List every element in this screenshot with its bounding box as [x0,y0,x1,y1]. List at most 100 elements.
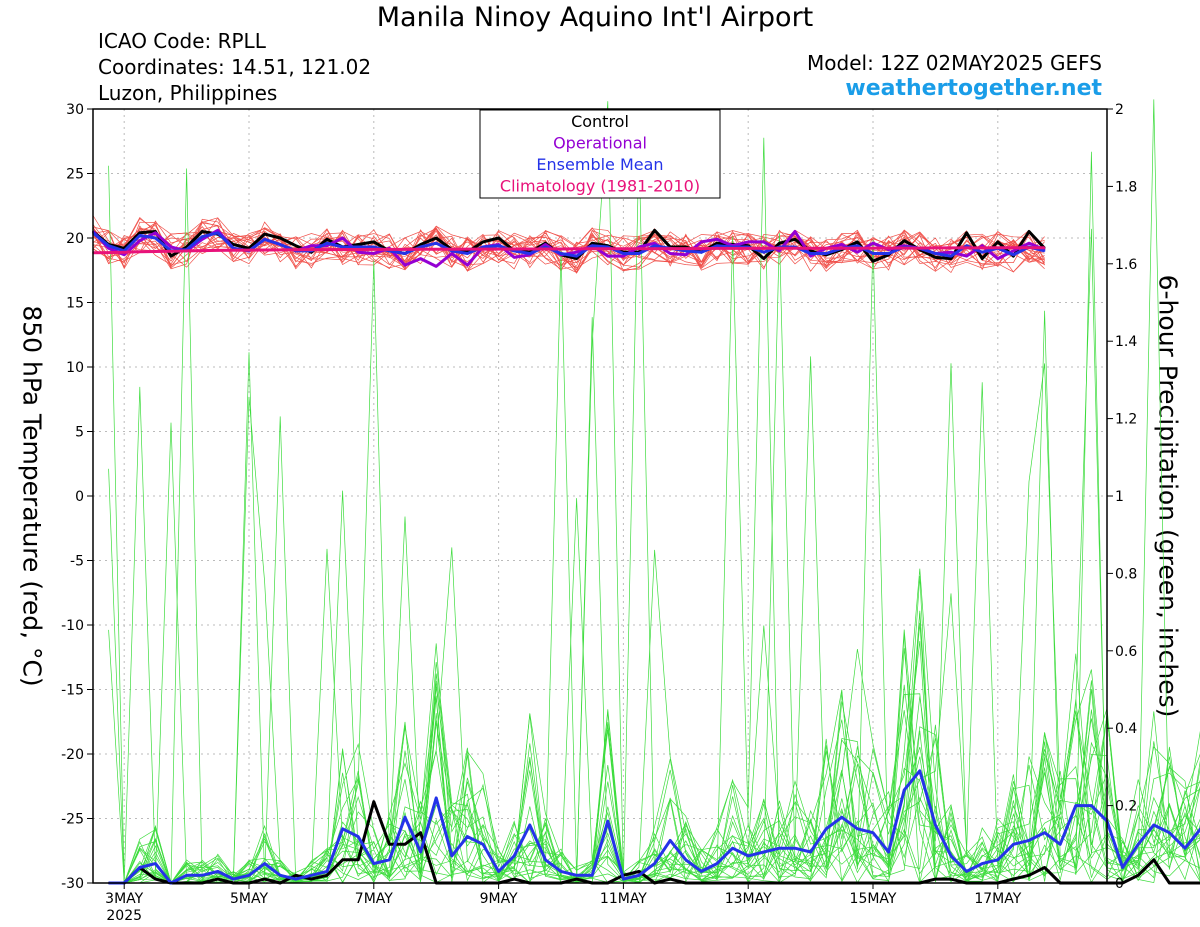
precip-control-point [1043,866,1046,869]
temp-member-line [92,225,1045,274]
precip-ensemble-mean-point [1153,824,1155,826]
temp-control-point [139,232,141,234]
temp-climatology-1981-2010-point [856,247,859,249]
temp-ensemble-mean-point [653,244,656,247]
temp-control-point [934,256,937,259]
temp-climatology-1981-2010-point [326,248,328,251]
temp-operational-point [965,255,968,257]
temp-control-point [591,242,593,244]
precip-control-point [310,878,313,880]
y2-tick-label: 0.4 [1115,721,1137,737]
temp-ensemble-mean-point [482,246,484,248]
x-tick-label: 11MAY [600,891,647,907]
temp-climatology-1981-2010-point [513,248,515,250]
temp-climatology-1981-2010-point [887,247,890,249]
temp-control-point [170,255,172,257]
precip-ensemble-mean-point [1121,866,1124,869]
legend-box [479,109,721,199]
temp-operational-point [763,241,765,243]
temp-climatology-1981-2010-point [357,248,360,251]
temp-operational-point [669,252,671,255]
temp-operational-point [794,230,796,233]
icao-code: ICAO Code: RPLL [98,29,266,53]
precip-control-point [263,878,266,880]
precip-ensemble-mean-point [497,870,500,873]
temp-climatology-1981-2010-point [841,247,843,249]
temp-climatology-1981-2010-point [591,248,593,250]
y2-tick-label: 0.6 [1115,644,1137,660]
y2-tick-label: 1.8 [1115,179,1137,195]
temp-control-point [794,238,796,241]
y-tick-label: 0 [75,489,84,505]
temp-operational-point [778,250,781,252]
precip-member-line [108,634,1200,884]
temp-member-line [92,217,1045,274]
precip-ensemble-mean-point [825,828,827,830]
temp-climatology-1981-2010-point [809,247,812,250]
temp-operational-point [326,244,328,247]
precip-control-point [934,878,937,880]
temp-ensemble-mean-point [981,251,983,253]
temp-operational-point [653,242,656,244]
temp-member-line [92,226,1045,272]
temp-climatology-1981-2010-point [373,248,375,251]
temp-climatology-1981-2010-point [139,251,141,253]
temp-operational-point [451,252,453,255]
precip-ensemble-mean-point [794,847,796,849]
precip-ensemble-mean-point [326,870,328,873]
temp-ensemble-mean-point [763,251,765,253]
precip-ensemble-mean-point [373,862,375,865]
precip-control-point [388,843,391,846]
legend-entry: Climatology (1981-2010) [500,177,700,196]
temp-ensemble-mean-point [326,242,328,244]
precip-control-point [404,843,406,846]
precip-member-line [108,168,1200,884]
temp-ensemble-mean-point [575,255,578,257]
temp-climatology-1981-2010-point [716,247,718,250]
chart-title: Manila Ninoy Aquino Int'l Airport [376,2,814,33]
temp-control-point [232,243,235,246]
precip-ensemble-mean-point [841,816,843,818]
temp-control-point [778,242,781,244]
precip-ensemble-mean-point [1168,831,1171,834]
precip-member-line [108,422,1200,885]
temp-control-point [263,233,266,235]
y-tick-label: 30 [66,102,84,118]
precip-control-point [513,878,515,880]
temp-climatology-1981-2010-point [544,248,547,250]
temp-climatology-1981-2010-point [123,251,125,253]
temp-control-point [903,239,905,242]
temp-control-point [716,242,718,244]
precip-ensemble-mean-point [279,874,282,877]
precip-member-line [108,709,1200,884]
temp-climatology-1981-2010-point [934,247,937,249]
temp-operational-point [950,251,952,253]
temp-climatology-1981-2010-point [201,249,203,252]
temp-climatology-1981-2010-point [482,248,484,250]
temp-climatology-1981-2010-point [497,248,500,250]
temp-ensemble-mean-point [700,251,703,253]
temp-control-point [373,241,375,243]
precip-ensemble-mean-point [700,870,703,873]
temp-climatology-1981-2010-point [419,248,422,250]
temp-climatology-1981-2010-point [388,248,391,251]
temp-control-point [419,243,422,246]
temp-control-point [482,241,484,243]
precip-member-line [108,142,1200,884]
precip-ensemble-mean-point [887,851,890,853]
precip-control-point [1121,882,1124,884]
temp-member-line [92,230,1045,270]
temp-control-point [201,230,203,233]
temp-control-point [497,237,500,239]
temp-climatology-1981-2010-point [794,247,796,250]
temp-climatology-1981-2010-point [451,248,453,250]
site-brand[interactable]: weathertogether.net [845,76,1102,101]
precip-member-line [108,99,1200,884]
temp-operational-point [139,239,141,242]
precip-control-point [950,878,952,880]
y-tick-label: 10 [66,360,84,376]
x-tick-label: 3MAY [105,891,143,907]
y2-tick-label: 2 [1115,102,1124,118]
temp-climatology-1981-2010-point [560,248,562,250]
